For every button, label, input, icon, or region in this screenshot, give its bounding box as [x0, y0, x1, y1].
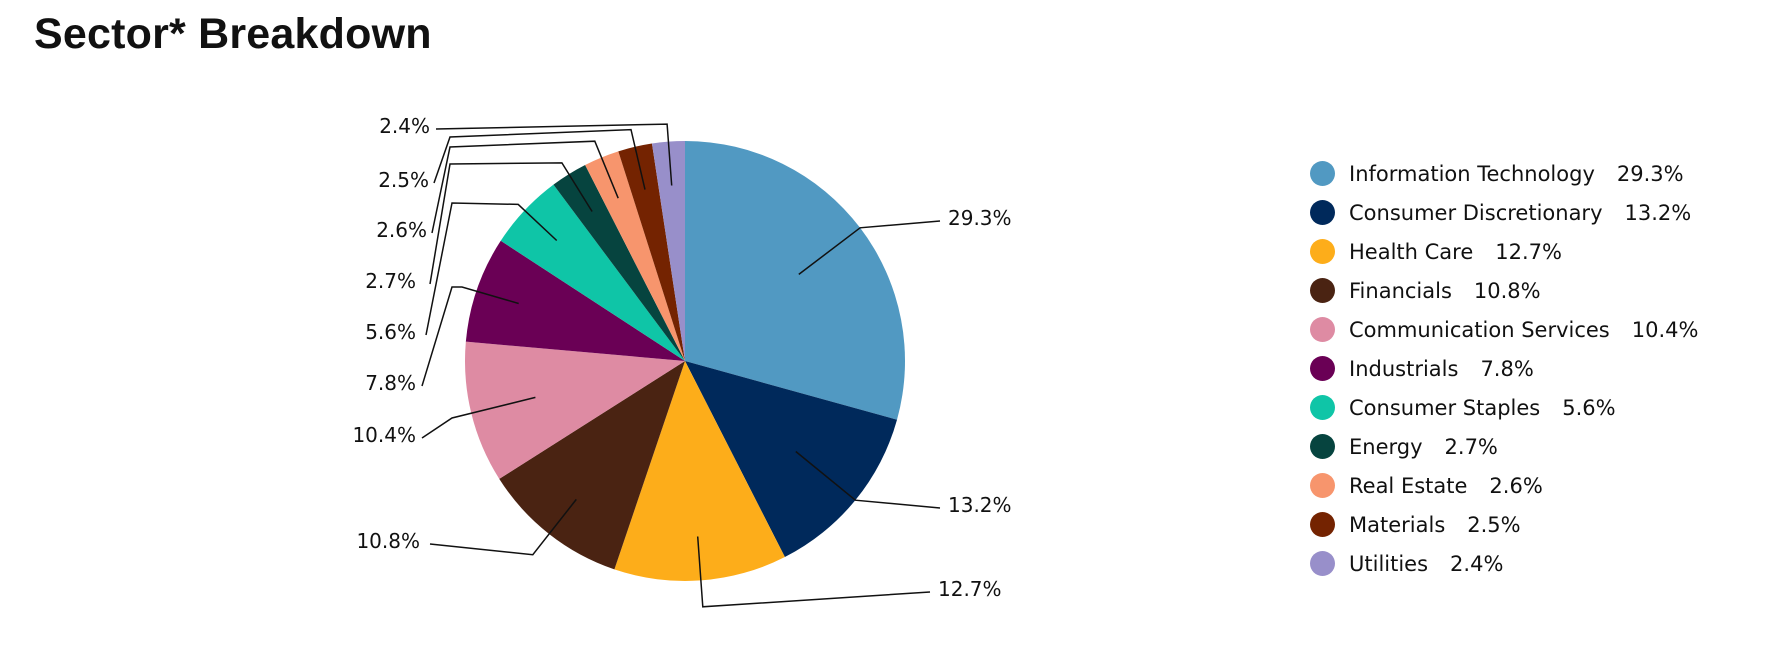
- legend-value: 10.4%: [1631, 317, 1699, 342]
- leader-line-real-estate: [431, 140, 619, 234]
- legend-item-consumer-discretionary: Consumer Discretionary 13.2%: [1310, 193, 1698, 232]
- legend-label: Utilities: [1349, 551, 1429, 576]
- leader-line-utilities: [435, 123, 673, 186]
- legend-item-real-estate: Real Estate 2.6%: [1310, 466, 1698, 505]
- legend-value: 7.8%: [1480, 356, 1534, 381]
- pie-slices: [465, 141, 905, 581]
- legend-item-energy: Energy 2.7%: [1310, 427, 1698, 466]
- legend-value: 29.3%: [1616, 161, 1684, 186]
- legend-item-information-technology: Information Technology 29.3%: [1310, 154, 1698, 193]
- data-label-real-estate: 2.6%: [376, 218, 427, 242]
- chart-title: Sector* Breakdown: [34, 10, 432, 58]
- legend-value: 13.2%: [1624, 200, 1692, 225]
- pie-slice-utilities: [651, 141, 685, 361]
- leader-line-consumer-discretionary: [795, 450, 941, 509]
- pie-slice-information-technology: [685, 141, 905, 420]
- legend-item-materials: Materials 2.5%: [1310, 505, 1698, 544]
- slice-labels: 29.3% 13.2% 12.7% 10.8% 10.4% 7.8% 5.6% 2.7% 2.6…: [352, 114, 1011, 601]
- legend-swatch: [1310, 512, 1335, 537]
- pie-slice-consumer-discretionary: [685, 361, 898, 558]
- pie-slice-materials: [618, 143, 685, 361]
- data-label-utilities: 2.4%: [379, 114, 430, 138]
- data-label-consumer-discretionary: 13.2%: [948, 493, 1012, 517]
- leader-line-communication-services: [421, 396, 536, 439]
- legend-label: Industrials: [1349, 356, 1459, 381]
- leader-line-materials: [433, 128, 646, 190]
- legend-swatch: [1310, 473, 1335, 498]
- legend-label: Real Estate: [1349, 473, 1468, 498]
- legend-label: Consumer Discretionary: [1349, 200, 1603, 225]
- pie-slice-real-estate: [585, 151, 685, 361]
- pie-slice-financials: [499, 361, 685, 570]
- legend-label: Energy: [1349, 434, 1423, 459]
- legend-value: 12.7%: [1495, 239, 1562, 264]
- legend-label: Health Care: [1349, 239, 1474, 264]
- legend-item-health-care: Health Care 12.7%: [1310, 232, 1698, 271]
- legend-swatch: [1310, 356, 1335, 381]
- pie-slice-energy: [553, 164, 685, 361]
- data-label-consumer-staples: 5.6%: [365, 320, 416, 344]
- legend-label: Communication Services: [1349, 317, 1610, 342]
- legend-label: Consumer Staples: [1349, 395, 1541, 420]
- legend-item-utilities: Utilities 2.4%: [1310, 544, 1698, 583]
- legend-value: 2.4%: [1450, 551, 1504, 576]
- legend-item-communication-services: Communication Services 10.4%: [1310, 310, 1698, 349]
- leader-lines: [421, 123, 941, 608]
- pie-slice-consumer-staples: [500, 184, 685, 361]
- legend-value: 2.7%: [1444, 434, 1498, 459]
- legend-label: Materials: [1349, 512, 1446, 537]
- legend-item-consumer-staples: Consumer Staples 5.6%: [1310, 388, 1698, 427]
- data-label-health-care: 12.7%: [938, 577, 1002, 601]
- leader-line-energy: [429, 162, 593, 285]
- legend-label: Financials: [1349, 278, 1452, 303]
- legend-swatch: [1310, 200, 1335, 225]
- legend-value: 5.6%: [1562, 395, 1616, 420]
- leader-line-information-technology: [798, 220, 941, 275]
- legend-value: 2.5%: [1467, 512, 1521, 537]
- legend-swatch: [1310, 278, 1335, 303]
- legend-swatch: [1310, 395, 1335, 420]
- legend-swatch: [1310, 434, 1335, 459]
- legend-item-financials: Financials 10.8%: [1310, 271, 1698, 310]
- legend-value: 2.6%: [1489, 473, 1543, 498]
- pie-slice-communication-services: [465, 341, 685, 479]
- leader-line-financials: [429, 498, 577, 556]
- data-label-financials: 10.8%: [356, 529, 420, 553]
- legend-label: Information Technology: [1349, 161, 1595, 186]
- legend-swatch: [1310, 239, 1335, 264]
- data-label-communication-services: 10.4%: [352, 423, 416, 447]
- legend-swatch: [1310, 161, 1335, 186]
- leader-line-industrials: [421, 286, 519, 387]
- chart-legend: Information Technology 29.3% Consumer Disc…: [1310, 154, 1698, 583]
- legend-swatch: [1310, 551, 1335, 576]
- legend-value: 10.8%: [1473, 278, 1541, 303]
- data-label-materials: 2.5%: [378, 168, 429, 192]
- leader-line-consumer-staples: [425, 202, 558, 336]
- data-label-energy: 2.7%: [365, 269, 416, 293]
- legend-item-industrials: Industrials 7.8%: [1310, 349, 1698, 388]
- pie-slice-health-care: [614, 361, 785, 581]
- pie-slice-industrials: [465, 240, 685, 361]
- leader-line-health-care: [696, 536, 931, 608]
- data-label-information-technology: 29.3%: [948, 206, 1012, 230]
- data-label-industrials: 7.8%: [365, 371, 416, 395]
- legend-swatch: [1310, 317, 1335, 342]
